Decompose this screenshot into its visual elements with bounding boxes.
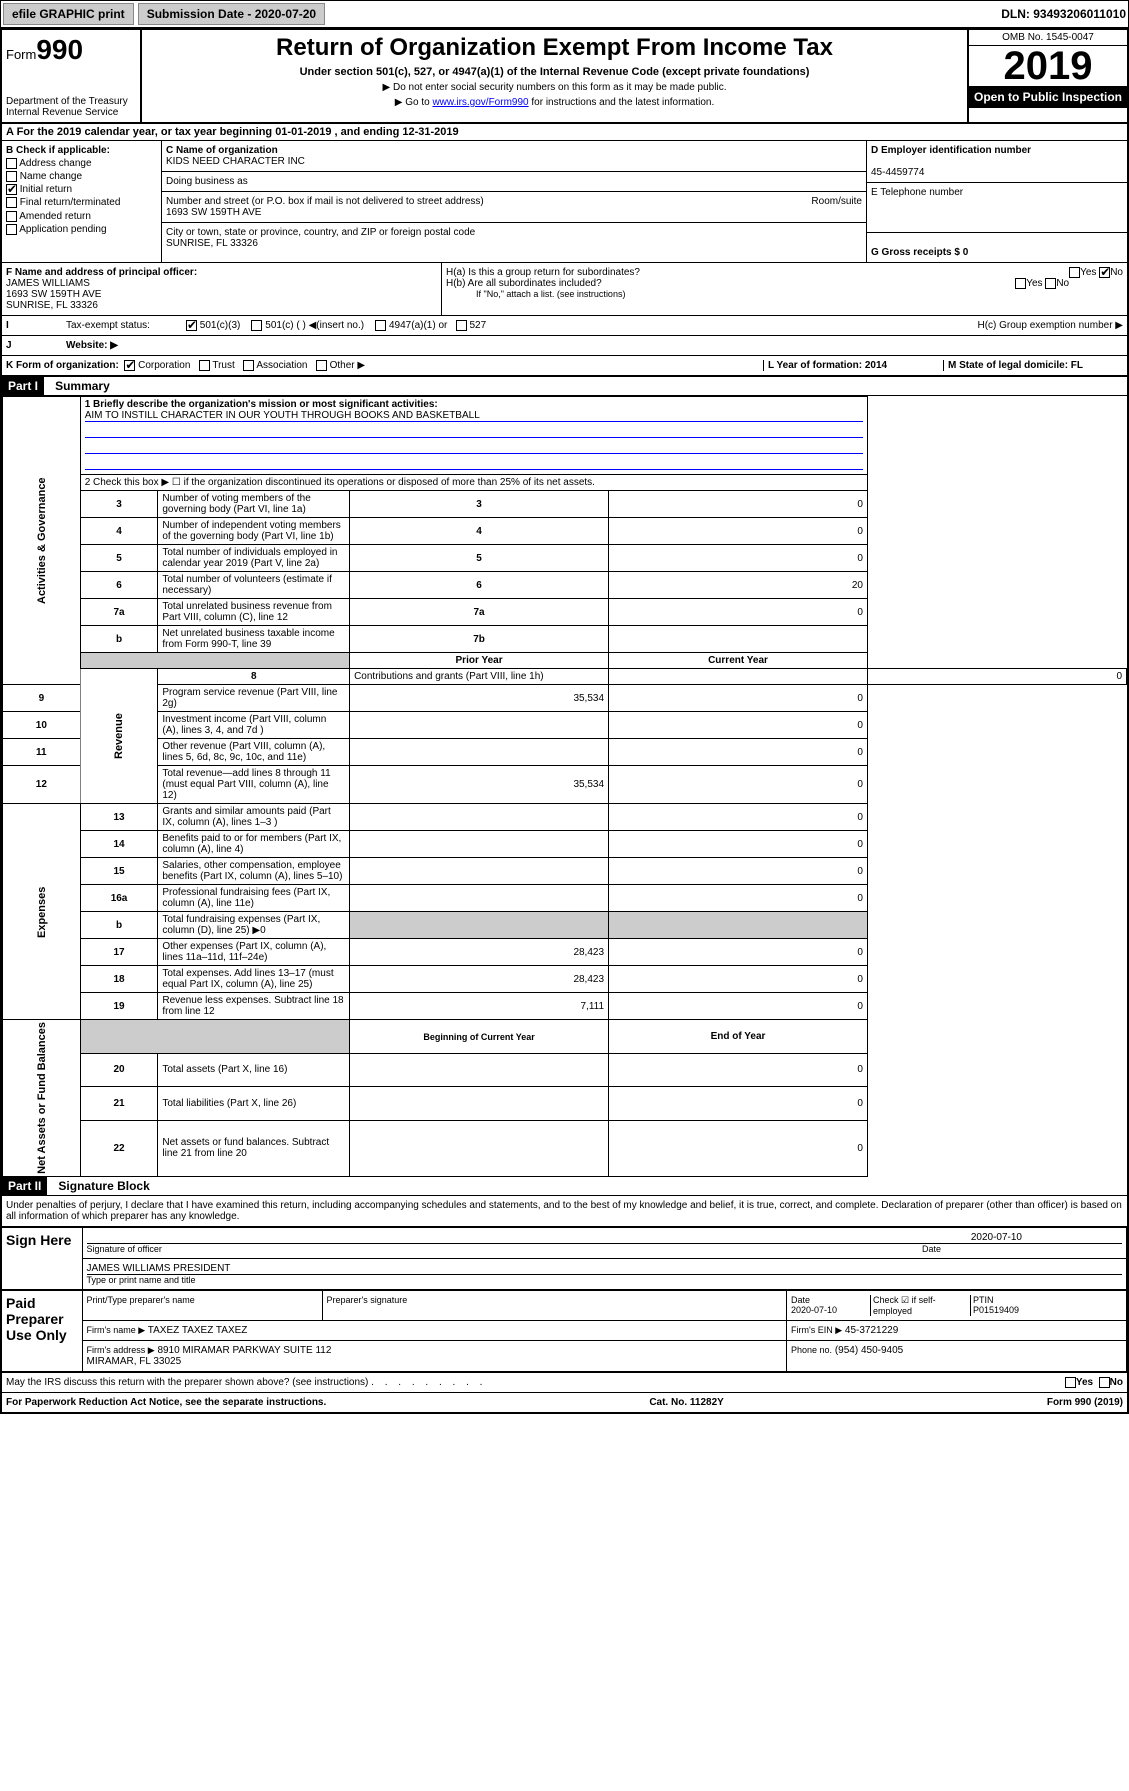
summary-table: Activities & Governance 1 Briefly descri… xyxy=(2,396,1127,1177)
part2-header: Part II Signature Block xyxy=(2,1177,1127,1196)
table-row: 10Investment income (Part VIII, column (… xyxy=(3,712,1127,739)
col-b-checkboxes: B Check if applicable: Address change Na… xyxy=(2,141,162,262)
table-row: 22Net assets or fund balances. Subtract … xyxy=(3,1120,1127,1176)
table-row: 6Total number of volunteers (estimate if… xyxy=(3,572,1127,599)
side-governance: Activities & Governance xyxy=(3,397,81,685)
note-link: ▶ Go to www.irs.gov/Form990 for instruct… xyxy=(146,97,963,108)
table-row: 5Total number of individuals employed in… xyxy=(3,545,1127,572)
col-c-org-info: C Name of organization KIDS NEED CHARACT… xyxy=(162,141,867,262)
form-subtitle: Under section 501(c), 527, or 4947(a)(1)… xyxy=(146,66,963,78)
table-row: bNet unrelated business taxable income f… xyxy=(3,626,1127,653)
dln: DLN: 93493206011010 xyxy=(1001,7,1126,21)
table-row: 14Benefits paid to or for members (Part … xyxy=(3,831,1127,858)
dept-treasury: Department of the Treasury Internal Reve… xyxy=(6,96,136,118)
mission-text: AIM TO INSTILL CHARACTER IN OUR YOUTH TH… xyxy=(85,410,863,422)
table-row: 15Salaries, other compensation, employee… xyxy=(3,858,1127,885)
efile-button[interactable]: efile GRAPHIC print xyxy=(3,3,134,25)
table-row: 12Total revenue—add lines 8 through 11 (… xyxy=(3,766,1127,804)
footer: For Paperwork Reduction Act Notice, see … xyxy=(2,1392,1127,1412)
signature-table: Sign Here 2020-07-10 Signature of office… xyxy=(2,1227,1127,1372)
sign-here-label: Sign Here xyxy=(2,1228,82,1291)
side-revenue: Revenue xyxy=(80,669,158,804)
top-bar: efile GRAPHIC print Submission Date - 20… xyxy=(0,0,1129,28)
col-right-info: D Employer identification number 45-4459… xyxy=(867,141,1127,262)
declaration-text: Under penalties of perjury, I declare th… xyxy=(2,1196,1127,1227)
table-row: 17Other expenses (Part IX, column (A), l… xyxy=(3,939,1127,966)
table-row: 7aTotal unrelated business revenue from … xyxy=(3,599,1127,626)
note-ssn: ▶ Do not enter social security numbers o… xyxy=(146,82,963,93)
table-row: 21Total liabilities (Part X, line 26)0 xyxy=(3,1087,1127,1120)
part1-header: Part I Summary xyxy=(2,377,1127,396)
org-name: KIDS NEED CHARACTER INC xyxy=(166,156,305,167)
form-990: Form990 Department of the Treasury Inter… xyxy=(0,28,1129,1414)
table-row: 9Program service revenue (Part VIII, lin… xyxy=(3,685,1127,712)
row-k-org-form: K Form of organization: Corporation Trus… xyxy=(2,356,1127,377)
table-row: 4Number of independent voting members of… xyxy=(3,518,1127,545)
org-address: 1693 SW 159TH AVE xyxy=(166,207,261,218)
paid-preparer-label: Paid Preparer Use Only xyxy=(2,1290,82,1372)
side-expenses: Expenses xyxy=(3,804,81,1020)
tax-year: 2019 xyxy=(969,46,1127,86)
inspection-badge: Open to Public Inspection xyxy=(969,86,1127,108)
org-city: SUNRISE, FL 33326 xyxy=(166,238,258,249)
row-a-period: A For the 2019 calendar year, or tax yea… xyxy=(2,124,1127,141)
form-header: Form990 Department of the Treasury Inter… xyxy=(2,30,1127,124)
submission-date: Submission Date - 2020-07-20 xyxy=(138,3,325,25)
table-row: 20Total assets (Part X, line 16)0 xyxy=(3,1053,1127,1086)
form-number: Form990 xyxy=(6,34,136,66)
ein: 45-4459774 xyxy=(871,167,924,178)
table-row: 19Revenue less expenses. Subtract line 1… xyxy=(3,993,1127,1020)
tax-status-row: I Tax-exempt status: 501(c)(3) 501(c) ( … xyxy=(2,316,1127,336)
table-row: 16aProfessional fundraising fees (Part I… xyxy=(3,885,1127,912)
form-title: Return of Organization Exempt From Incom… xyxy=(146,34,963,62)
row-f-officer: F Name and address of principal officer:… xyxy=(2,263,1127,316)
table-row: 18Total expenses. Add lines 13–17 (must … xyxy=(3,966,1127,993)
table-row: 3Number of voting members of the governi… xyxy=(3,491,1127,518)
table-row: bTotal fundraising expenses (Part IX, co… xyxy=(3,912,1127,939)
side-net-assets: Net Assets or Fund Balances xyxy=(3,1020,81,1177)
website-row: J Website: ▶ xyxy=(2,336,1127,356)
table-row: 11Other revenue (Part VIII, column (A), … xyxy=(3,739,1127,766)
discuss-row: May the IRS discuss this return with the… xyxy=(2,1372,1127,1392)
irs-link[interactable]: www.irs.gov/Form990 xyxy=(432,97,528,108)
